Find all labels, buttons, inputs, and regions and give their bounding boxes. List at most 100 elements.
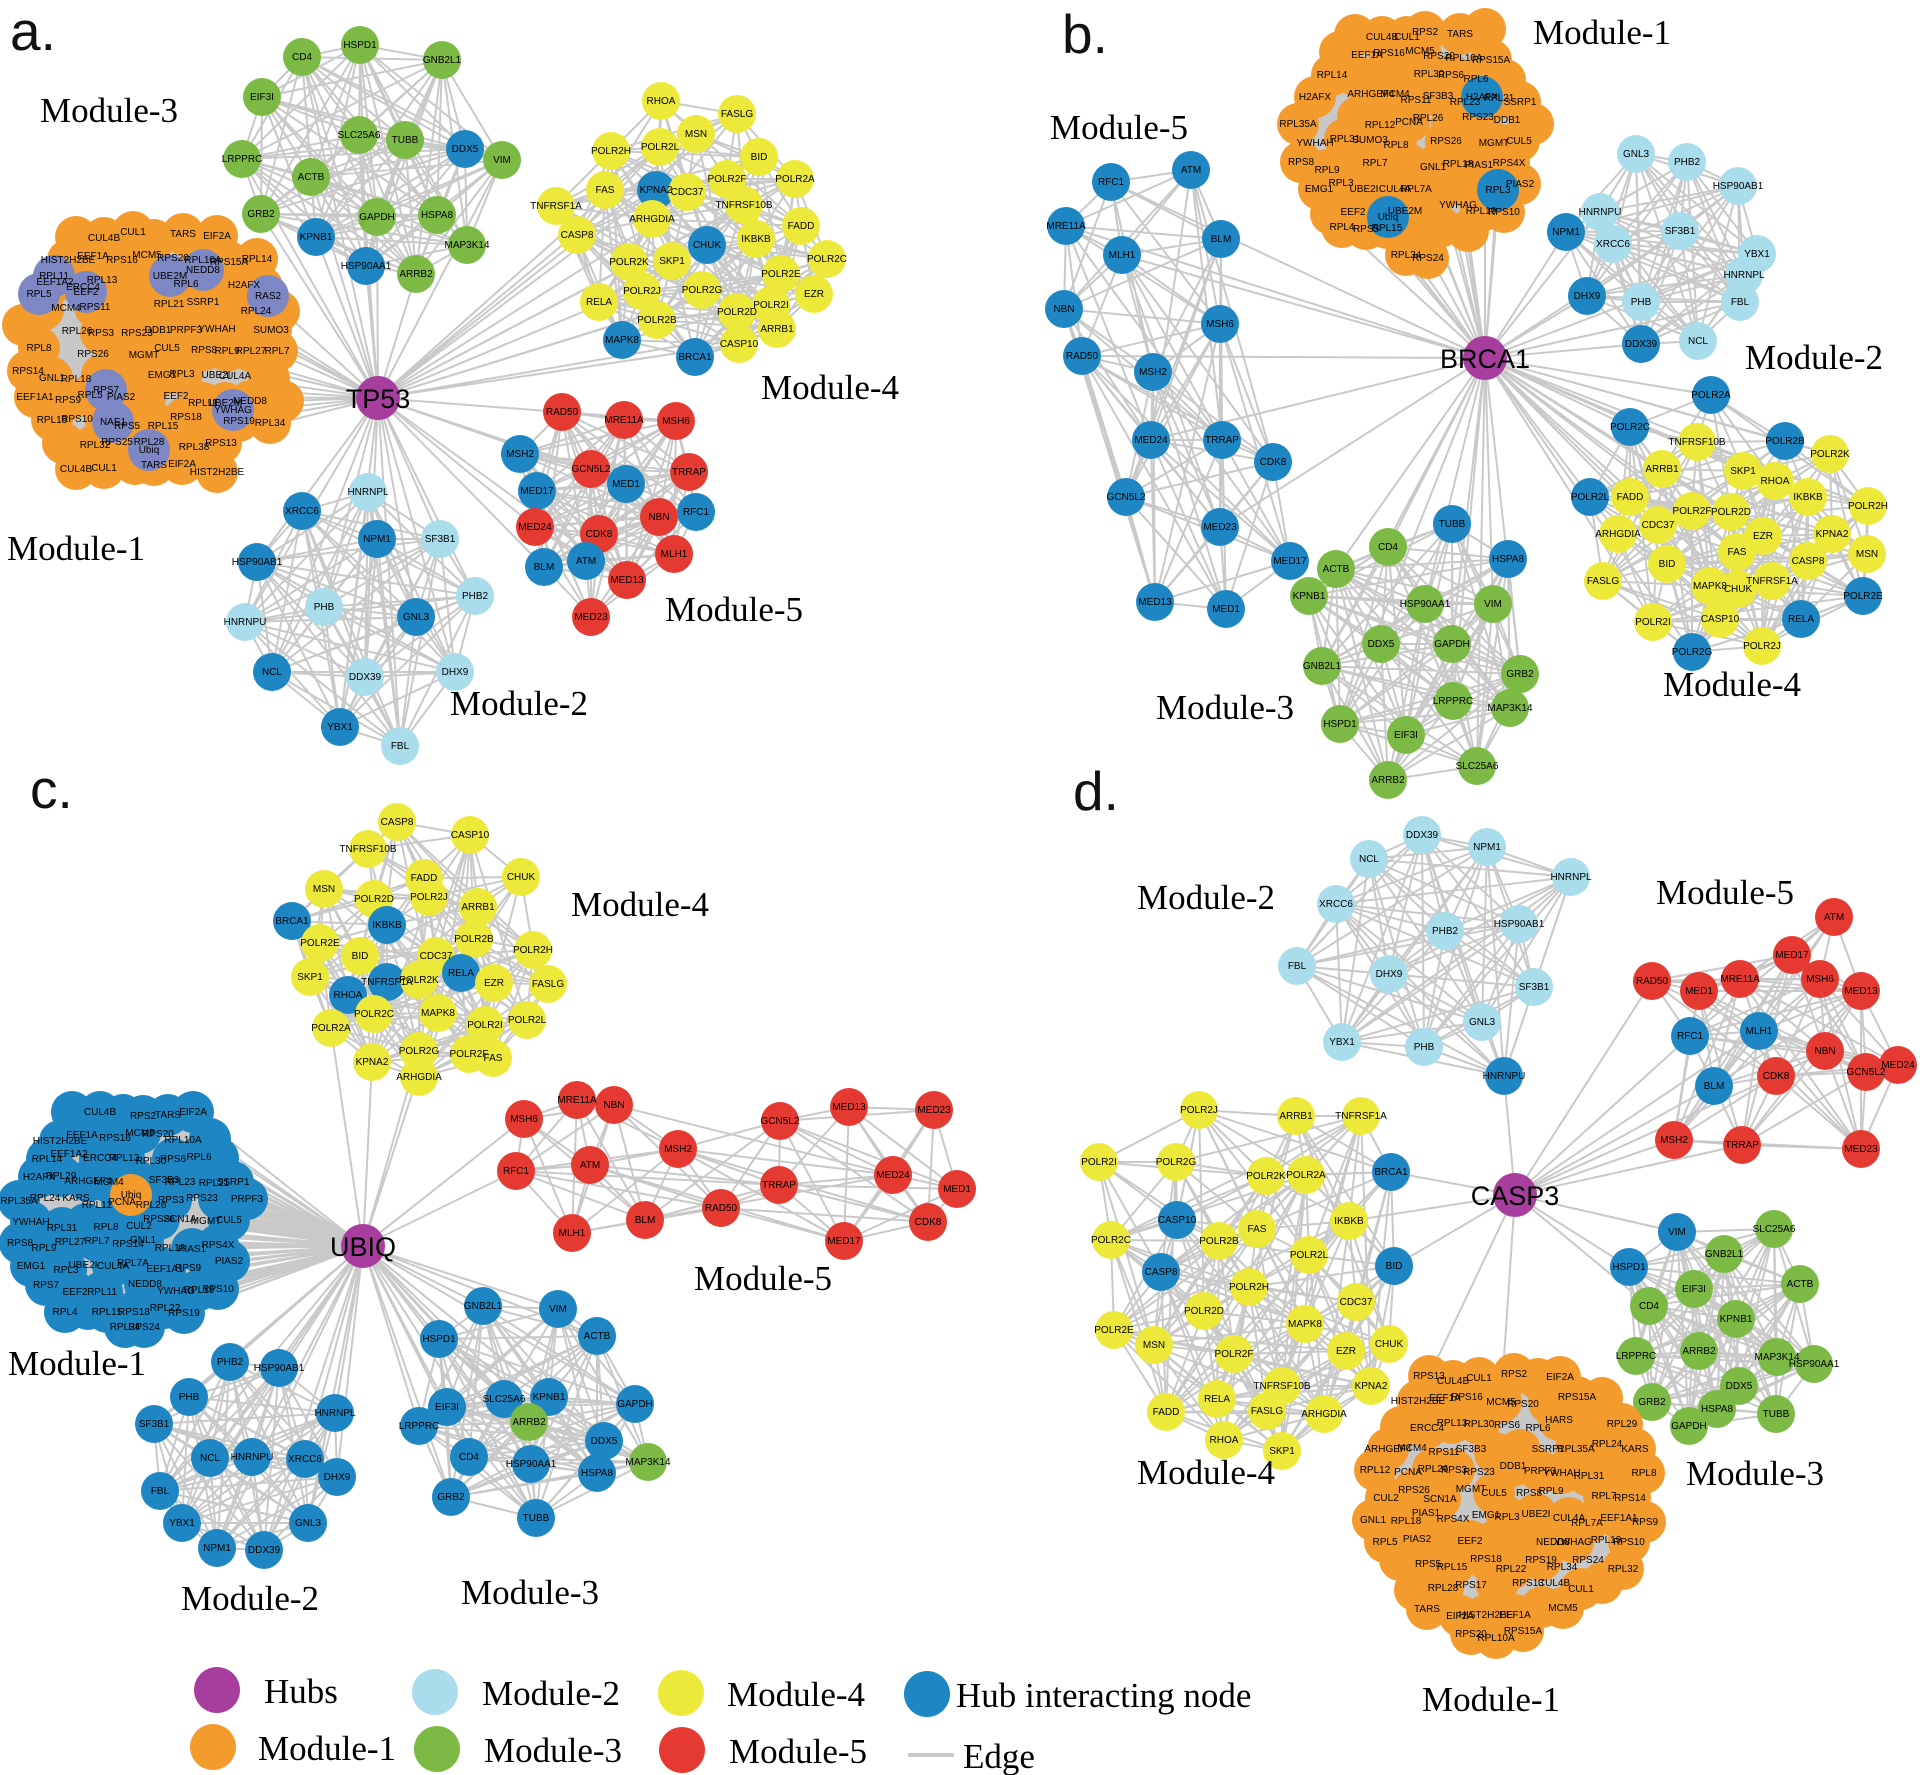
- svg-text:RPL7: RPL7: [84, 1236, 109, 1247]
- svg-text:EZR: EZR: [804, 289, 824, 300]
- svg-text:RPL28: RPL28: [1428, 1583, 1459, 1594]
- svg-text:RPS3: RPS3: [1441, 1465, 1468, 1476]
- svg-text:EEF1A1: EEF1A1: [16, 392, 54, 403]
- svg-text:MLH1: MLH1: [1746, 1026, 1773, 1037]
- svg-text:DDB1: DDB1: [1494, 115, 1521, 126]
- svg-text:RPL9: RPL9: [214, 346, 239, 357]
- svg-text:RPL11: RPL11: [87, 1287, 117, 1298]
- svg-text:RPL19: RPL19: [37, 415, 68, 426]
- svg-text:CD4: CD4: [459, 1452, 479, 1463]
- svg-text:POLR2I: POLR2I: [1081, 1157, 1117, 1168]
- svg-text:H2AFX: H2AFX: [228, 280, 261, 291]
- svg-text:PHB: PHB: [1631, 297, 1652, 308]
- svg-text:RPL15: RPL15: [1372, 223, 1403, 234]
- svg-text:HSPD1: HSPD1: [343, 40, 377, 51]
- svg-text:IKBKB: IKBKB: [1793, 492, 1823, 503]
- svg-text:POLR2E: POLR2E: [1843, 591, 1883, 602]
- svg-text:POLR2E: POLR2E: [1094, 1325, 1134, 1336]
- svg-text:ARRB1: ARRB1: [461, 902, 495, 913]
- svg-text:IKBKB: IKBKB: [1334, 1216, 1364, 1227]
- svg-text:SF3B1: SF3B1: [139, 1419, 170, 1430]
- svg-text:RPL31: RPL31: [1330, 134, 1361, 145]
- svg-text:DDX5: DDX5: [452, 144, 479, 155]
- svg-text:CHUK: CHUK: [1375, 1339, 1404, 1350]
- svg-text:MED17: MED17: [520, 486, 554, 497]
- svg-text:MCM4: MCM4: [1397, 1443, 1427, 1454]
- svg-text:RPL21: RPL21: [1484, 93, 1515, 104]
- svg-text:RPS8: RPS8: [191, 345, 218, 356]
- svg-text:RPL7: RPL7: [1591, 1491, 1616, 1502]
- svg-text:ARHGEF4: ARHGEF4: [1347, 89, 1395, 100]
- svg-text:GNL3: GNL3: [295, 1518, 322, 1529]
- svg-text:UBE2M: UBE2M: [1388, 206, 1422, 217]
- svg-text:HNRNPU: HNRNPU: [1483, 1071, 1526, 1082]
- svg-text:GNB2L1: GNB2L1: [1303, 661, 1342, 672]
- svg-text:RPL35A: RPL35A: [1279, 119, 1317, 130]
- svg-text:MAPK8: MAPK8: [605, 335, 639, 346]
- svg-text:ARRB1: ARRB1: [1279, 1111, 1313, 1122]
- svg-text:TARS: TARS: [1447, 29, 1473, 40]
- svg-text:GAPDH: GAPDH: [359, 212, 395, 223]
- svg-text:HSPD1: HSPD1: [422, 1334, 456, 1345]
- svg-text:TNFRSF1A: TNFRSF1A: [1746, 576, 1798, 587]
- svg-text:RPL32: RPL32: [80, 440, 111, 451]
- svg-text:RPL9: RPL9: [31, 1243, 56, 1254]
- svg-text:RPL22: RPL22: [150, 1303, 181, 1314]
- svg-text:MSN: MSN: [1143, 1340, 1165, 1351]
- svg-text:GNL1: GNL1: [1360, 1515, 1387, 1526]
- svg-text:PIAS1: PIAS1: [178, 1244, 207, 1255]
- svg-text:BRCA1: BRCA1: [1440, 344, 1530, 374]
- svg-text:EIF2A: EIF2A: [1546, 1372, 1574, 1383]
- svg-text:ACTB: ACTB: [1323, 564, 1350, 575]
- svg-text:MED23: MED23: [574, 612, 608, 623]
- svg-text:HNRNPL: HNRNPL: [314, 1408, 356, 1419]
- svg-text:RPS14: RPS14: [112, 1239, 144, 1250]
- svg-text:PRPF3: PRPF3: [1524, 1466, 1557, 1477]
- svg-text:EIF3I: EIF3I: [435, 1402, 459, 1413]
- svg-text:Module-1: Module-1: [1533, 13, 1671, 52]
- svg-text:RPL28: RPL28: [134, 437, 165, 448]
- svg-text:MRE11A: MRE11A: [1720, 974, 1760, 985]
- svg-text:GNB2L1: GNB2L1: [1705, 1249, 1744, 1260]
- svg-text:RPL6: RPL6: [1525, 1423, 1550, 1434]
- svg-text:MED23: MED23: [1844, 1144, 1878, 1155]
- svg-text:BLM: BLM: [534, 562, 555, 573]
- svg-text:MRE11A: MRE11A: [1046, 221, 1086, 232]
- svg-text:RPL30: RPL30: [1464, 1419, 1495, 1430]
- svg-text:VIM: VIM: [549, 1304, 567, 1315]
- svg-text:RPS15A: RPS15A: [1558, 1392, 1597, 1403]
- svg-text:POLR2C: POLR2C: [1091, 1235, 1131, 1246]
- svg-text:Module-3: Module-3: [484, 1731, 622, 1770]
- svg-text:RPL5: RPL5: [77, 390, 102, 401]
- svg-text:RPL10A: RPL10A: [164, 1135, 202, 1146]
- svg-text:HSP90AB1: HSP90AB1: [254, 1363, 305, 1374]
- svg-text:TUBB: TUBB: [523, 1513, 550, 1524]
- svg-text:MCM5: MCM5: [1548, 1603, 1578, 1614]
- svg-text:RFC1: RFC1: [1098, 177, 1125, 188]
- svg-text:EZR: EZR: [1753, 531, 1773, 542]
- svg-text:EIF2A: EIF2A: [1446, 1611, 1474, 1622]
- svg-text:BID: BID: [1386, 1261, 1403, 1272]
- svg-text:EIF2A: EIF2A: [168, 459, 196, 470]
- svg-text:POLR2H: POLR2H: [1848, 501, 1888, 512]
- svg-text:RAS2: RAS2: [255, 291, 282, 302]
- svg-text:c.: c.: [30, 758, 73, 820]
- svg-text:RPS26: RPS26: [1398, 1485, 1430, 1496]
- svg-text:MLH1: MLH1: [559, 1228, 586, 1239]
- svg-text:RPL30: RPL30: [1414, 69, 1445, 80]
- svg-text:YWHAH: YWHAH: [198, 324, 235, 335]
- svg-text:DHX9: DHX9: [324, 1472, 351, 1483]
- svg-text:VIM: VIM: [1668, 1227, 1686, 1238]
- svg-text:MAP3K14: MAP3K14: [1487, 703, 1532, 714]
- svg-text:BLM: BLM: [1211, 234, 1232, 245]
- svg-text:PIAS2: PIAS2: [107, 392, 136, 403]
- svg-text:EEF1A2: EEF1A2: [36, 277, 74, 288]
- svg-text:GNB2L1: GNB2L1: [423, 55, 462, 66]
- svg-text:RPS23: RPS23: [1463, 1467, 1495, 1478]
- svg-text:RPS26: RPS26: [143, 1214, 175, 1225]
- svg-text:KPNB1: KPNB1: [533, 1392, 566, 1403]
- svg-text:SSRP1: SSRP1: [1504, 97, 1537, 108]
- svg-text:PHB2: PHB2: [462, 591, 489, 602]
- svg-text:BLM: BLM: [635, 1215, 656, 1226]
- svg-text:POLR2F: POLR2F: [450, 1049, 489, 1060]
